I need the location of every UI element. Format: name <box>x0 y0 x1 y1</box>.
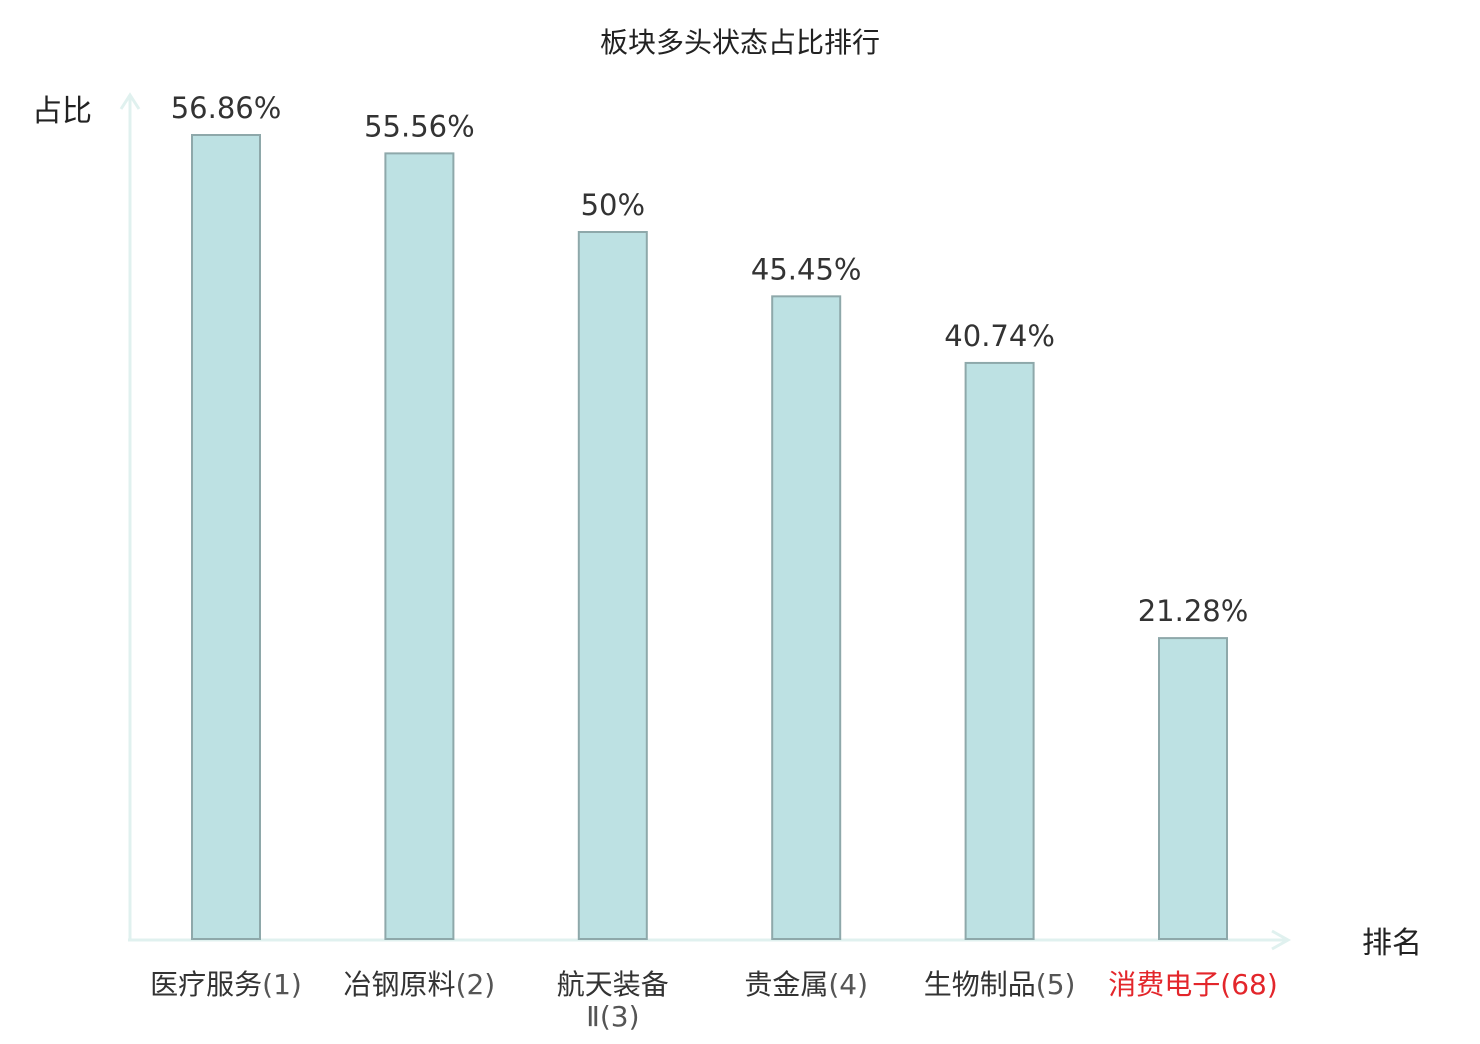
tick-label-rank: (5) <box>1036 968 1076 1001</box>
tick-label: 冶钢原料(2) <box>344 968 496 1001</box>
tick-label: 生物制品(5) <box>924 968 1076 1001</box>
bar <box>384 152 455 940</box>
data-label: 55.56% <box>364 109 475 143</box>
tick-label-name: 航天装备 <box>557 968 669 1001</box>
bar <box>964 361 1035 940</box>
tick-label-rank: (4) <box>828 968 868 1001</box>
chart-title: 板块多头状态占比排行 <box>600 26 880 59</box>
tick-label-name: 贵金属 <box>744 968 828 1001</box>
x-axis-arrow <box>1271 929 1292 951</box>
axes <box>119 92 1292 951</box>
tick-label: 贵金属(4) <box>744 968 868 1001</box>
tick-label-name: 冶钢原料 <box>344 968 456 1001</box>
tick-label-name: 医疗服务 <box>150 968 262 1001</box>
value-labels-group: 56.86% 55.56% 50% 45.45% 40.74% 21.28% <box>171 91 1249 628</box>
bar <box>1158 637 1228 940</box>
bar <box>191 134 261 940</box>
data-label: 50% <box>581 188 645 222</box>
tick-label-line2: Ⅱ(3) <box>586 1000 639 1033</box>
x-axis-label: 排名 <box>1362 926 1422 961</box>
y-axis-label: 占比 <box>32 94 92 129</box>
data-label: 45.45% <box>751 252 862 286</box>
tick-label: 航天装备 <box>557 968 669 1001</box>
tick-label-rank: (1) <box>262 968 302 1001</box>
bar <box>771 295 842 940</box>
tick-label-rank: (2) <box>456 968 496 1001</box>
data-label: 21.28% <box>1138 594 1249 628</box>
bar <box>577 231 648 940</box>
bars-group <box>191 134 1228 940</box>
y-axis-arrow <box>119 92 141 110</box>
data-label: 56.86% <box>171 91 282 125</box>
data-label: 40.74% <box>944 319 1055 353</box>
tick-label: 医疗服务(1) <box>150 968 302 1001</box>
tick-label-name: 生物制品 <box>924 968 1036 1001</box>
tick-label-rank: (68) <box>1220 968 1277 1001</box>
tick-label: 消费电子(68) <box>1108 968 1278 1001</box>
tick-label-name: 消费电子 <box>1108 968 1220 1001</box>
